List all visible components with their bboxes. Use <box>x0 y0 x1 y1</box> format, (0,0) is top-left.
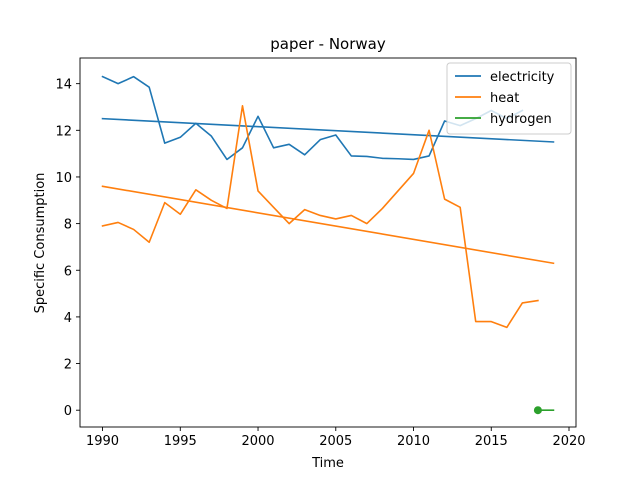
series-line-heat <box>101 105 539 329</box>
legend-box <box>446 62 572 135</box>
y-tick-label-6: 6 <box>64 264 72 279</box>
y-tick-label-14: 14 <box>55 78 72 93</box>
legend-label-electricity: electricity <box>490 70 555 85</box>
plot-area: 1990 1995 2000 2005 2010 2015 2020 0 2 4 6 8 10 12 14 <box>55 57 586 449</box>
legend-label-hydrogen: hydrogen <box>490 112 552 127</box>
y-tick-label-0: 0 <box>64 404 72 419</box>
y-tick-label-2: 2 <box>64 358 72 373</box>
x-tick-label-2010: 2010 <box>397 434 430 449</box>
x-tick-label-2020: 2020 <box>552 434 585 449</box>
x-tick-label-1990: 1990 <box>86 434 119 449</box>
series-line-trend-1 <box>101 117 555 143</box>
x-tick-label-2015: 2015 <box>475 434 508 449</box>
y-axis-label: Specific Consumption <box>33 173 48 314</box>
x-tick-label-2000: 2000 <box>241 434 274 449</box>
legend: electricity heat hydrogen <box>446 62 572 135</box>
legend-label-heat: heat <box>490 91 519 106</box>
axes-frame <box>79 57 577 428</box>
y-tick-label-12: 12 <box>55 124 72 139</box>
x-tick-label-1995: 1995 <box>164 434 197 449</box>
y-tick-label-4: 4 <box>64 311 72 326</box>
x-axis-label: Time <box>311 456 344 471</box>
y-tick-label-8: 8 <box>64 218 72 233</box>
chart-title: paper - Norway <box>270 35 386 53</box>
series-line-trend-3 <box>101 185 555 265</box>
x-tick-label-2005: 2005 <box>319 434 352 449</box>
y-tick-label-10: 10 <box>55 171 72 186</box>
